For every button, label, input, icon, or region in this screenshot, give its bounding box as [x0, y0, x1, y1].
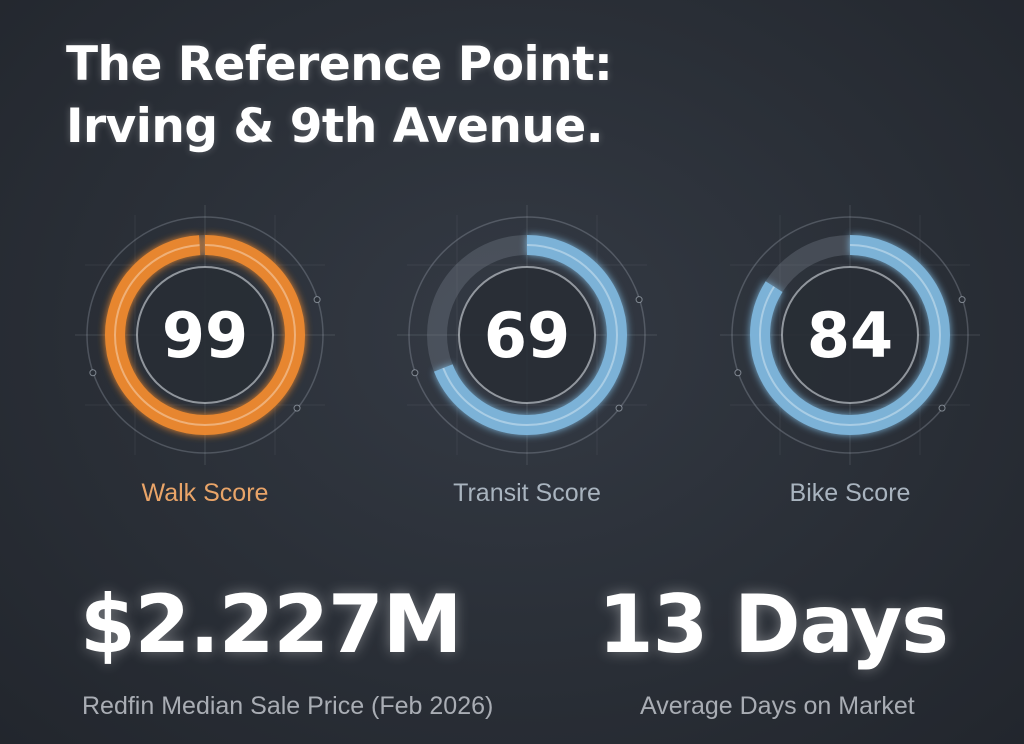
gauge-svg: 84 — [720, 205, 980, 465]
ring-node — [411, 369, 419, 377]
title-line-2: Irving & 9th Avenue. — [66, 99, 604, 154]
inner-ring — [458, 266, 596, 404]
transit-score-label: Transit Score — [453, 479, 601, 507]
outer-ring — [731, 216, 969, 454]
ring-node — [734, 369, 742, 377]
gauge-svg: 99 — [75, 205, 335, 465]
gauge-value: 69 — [484, 299, 570, 372]
transit-score-gauge: 69 — [397, 205, 657, 465]
title-line-1: The Reference Point: — [66, 37, 613, 92]
ring-node — [958, 296, 966, 304]
median-sale-price: $2.227M — [80, 578, 462, 671]
gauge-progress-arc — [427, 235, 627, 435]
days-on-market-caption: Average Days on Market — [640, 692, 915, 720]
ring-node — [635, 296, 643, 304]
ring-node — [938, 404, 946, 412]
gauge-progress-arc — [750, 235, 950, 435]
ring-node — [293, 404, 301, 412]
gauge-arc-highlight — [759, 244, 941, 426]
gauge-svg: 69 — [397, 205, 657, 465]
ring-node — [615, 404, 623, 412]
ring-node — [313, 296, 321, 304]
walk-score-gauge: 99 — [75, 205, 335, 465]
inner-ring — [136, 266, 274, 404]
outer-ring — [86, 216, 324, 454]
gauge-value: 84 — [807, 299, 893, 372]
median-sale-price-caption: Redfin Median Sale Price (Feb 2026) — [82, 692, 494, 720]
gauge-value: 99 — [162, 299, 248, 372]
walk-score-label: Walk Score — [141, 479, 269, 507]
gauge-progress-arc — [105, 235, 305, 435]
gauge-arc-highlight — [114, 244, 296, 426]
days-on-market: 13 Days — [598, 578, 949, 671]
bike-score-gauge: 84 — [720, 205, 980, 465]
bike-score-label: Bike Score — [789, 479, 911, 507]
page-title: The Reference Point: Irving & 9th Avenue… — [66, 34, 613, 158]
outer-ring — [408, 216, 646, 454]
gauge-arc-highlight — [436, 244, 618, 426]
ring-node — [89, 369, 97, 377]
inner-ring — [781, 266, 919, 404]
